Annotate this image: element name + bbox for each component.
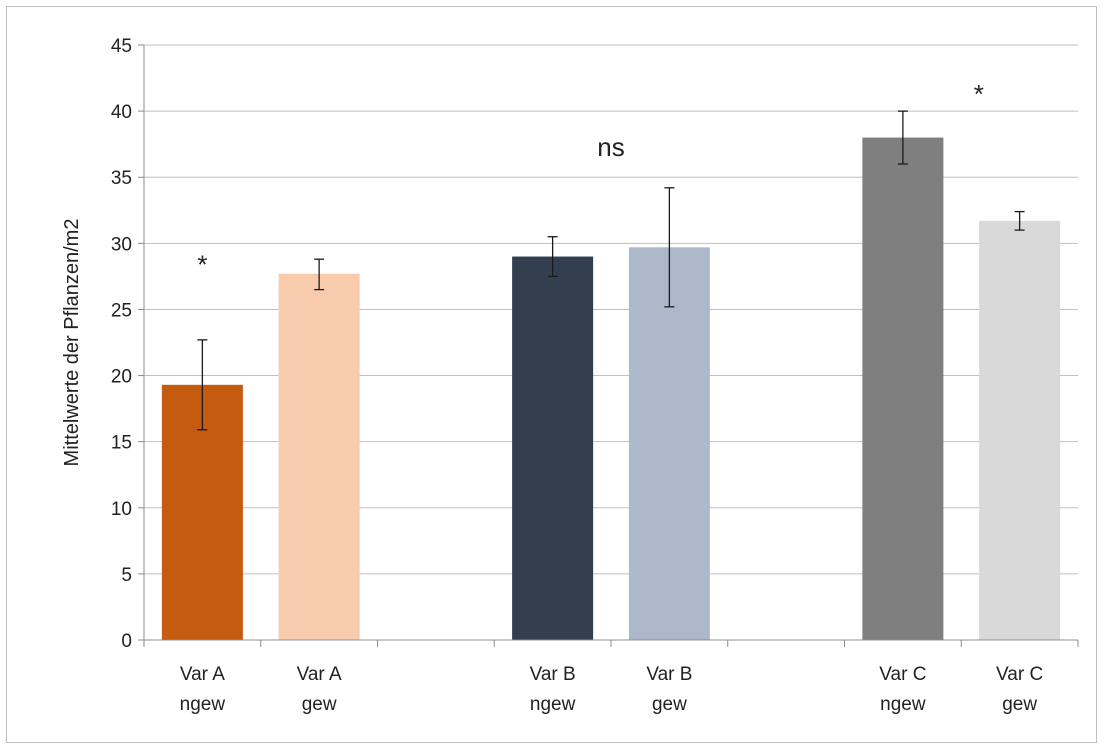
bar (278, 273, 360, 640)
significance-label: * (974, 79, 984, 109)
category-label: Var C (996, 664, 1043, 685)
bar-chart: 0 5 10 15 20 25 30 35 40 45 Var A ngew Var A gew Var B… (61, 36, 1079, 715)
category-label: gew (302, 694, 337, 715)
axes (138, 44, 1079, 647)
y-tick-label: 0 (121, 631, 132, 652)
y-tick-label: 25 (111, 300, 132, 321)
category-label: Var A (297, 664, 342, 685)
y-tick-label: 10 (111, 499, 132, 520)
y-tick-label: 15 (111, 433, 132, 454)
error-bars (197, 110, 1025, 431)
bar (862, 137, 944, 641)
y-tick-label: 20 (111, 367, 132, 388)
bar (979, 220, 1061, 640)
bar (628, 247, 710, 641)
labels: 0 5 10 15 20 25 30 35 40 45 Var A ngew Var A gew Var B… (61, 36, 1043, 715)
y-tick-label: 35 (111, 168, 132, 189)
category-label: ngew (880, 694, 926, 715)
category-label: gew (652, 694, 687, 715)
significance-label: ns (597, 132, 624, 162)
bars (161, 137, 1061, 641)
category-label: Var A (180, 664, 225, 685)
category-label: Var B (530, 664, 576, 685)
y-tick-label: 40 (111, 102, 132, 123)
category-label: Var B (646, 664, 692, 685)
y-axis-title: Mittelwerte der Pflanzen/m2 (61, 219, 83, 467)
category-label: ngew (530, 694, 576, 715)
category-label: gew (1002, 694, 1037, 715)
bar (512, 256, 594, 640)
significance-label: * (197, 249, 207, 279)
y-tick-label: 5 (121, 565, 132, 586)
y-tick-label: 45 (111, 36, 132, 57)
category-label: ngew (180, 694, 226, 715)
category-label: Var C (879, 664, 926, 685)
chart-frame: 0 5 10 15 20 25 30 35 40 45 Var A ngew Var A gew Var B… (6, 6, 1097, 743)
y-tick-label: 30 (111, 234, 132, 255)
